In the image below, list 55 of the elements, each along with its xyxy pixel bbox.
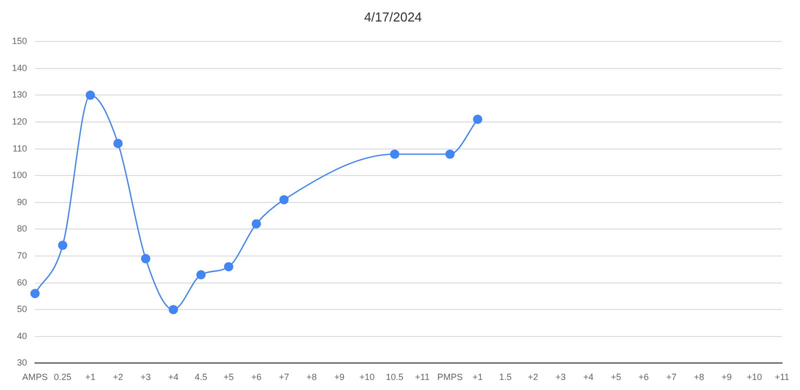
x-tick-label: +9	[722, 372, 732, 382]
x-tick-label: +3	[140, 372, 151, 382]
x-tick-label: +11	[774, 372, 790, 382]
x-tick-label: 4.5	[194, 372, 208, 382]
point	[86, 90, 95, 100]
x-tick-label: +1	[472, 372, 483, 382]
point	[168, 304, 178, 314]
x-tick-label: +2	[528, 372, 538, 382]
point	[445, 150, 455, 159]
x-tick-label: +6	[638, 372, 649, 382]
y-tick-label: 70	[17, 250, 28, 260]
x-tick-label: +10	[359, 372, 375, 382]
y-tick-label: 100	[12, 170, 28, 180]
x-tick-label: +10	[746, 372, 762, 382]
x-tick-label: +11	[415, 372, 430, 382]
x-tick-label: +5	[224, 372, 234, 382]
x-tick-label: +3	[556, 372, 566, 382]
point	[252, 219, 261, 228]
point	[30, 288, 40, 298]
y-tick-label: 110	[12, 143, 28, 154]
y-tick-label: 60	[17, 277, 28, 288]
x-tick-label: +5	[610, 372, 622, 382]
point	[141, 254, 150, 264]
x-tick-label: +4	[583, 372, 594, 382]
x-tick-label: +7	[278, 372, 290, 382]
y-tick-label: 90	[17, 196, 28, 207]
x-tick-label: PMPS	[437, 372, 463, 382]
y-tick-label: 140	[12, 62, 28, 73]
x-tick-label: +2	[112, 372, 124, 382]
x-tick-label: 10.5	[386, 372, 404, 382]
y-tick-label: 80	[17, 224, 28, 234]
x-tick-label: +4	[168, 372, 178, 382]
x-tick-label: +7	[666, 372, 676, 382]
point	[224, 262, 234, 272]
x-tick-label: 1.5	[499, 372, 512, 382]
y-tick-label: 50	[17, 304, 28, 314]
point	[279, 195, 289, 204]
chart-title: 4/17/2024	[364, 9, 422, 24]
point	[58, 240, 68, 250]
point	[473, 114, 482, 124]
x-tick-label: +6	[251, 372, 262, 382]
y-tick-label: 130	[12, 90, 28, 100]
x-tick-label: +8	[694, 372, 704, 382]
y-tick-label: 150	[12, 36, 28, 46]
point	[390, 150, 400, 159]
x-tick-label: +1	[85, 372, 96, 382]
x-tick-label: 0.25	[54, 372, 72, 382]
x-tick-label: AMPS	[22, 372, 48, 382]
y-tick-label: 120	[12, 116, 28, 126]
y-tick-label: 30	[17, 358, 28, 368]
y-tick-label: 40	[17, 330, 28, 341]
point	[113, 138, 123, 148]
x-tick-label: +8	[306, 372, 317, 382]
x-tick-label: +9	[334, 372, 344, 382]
point	[196, 270, 206, 280]
